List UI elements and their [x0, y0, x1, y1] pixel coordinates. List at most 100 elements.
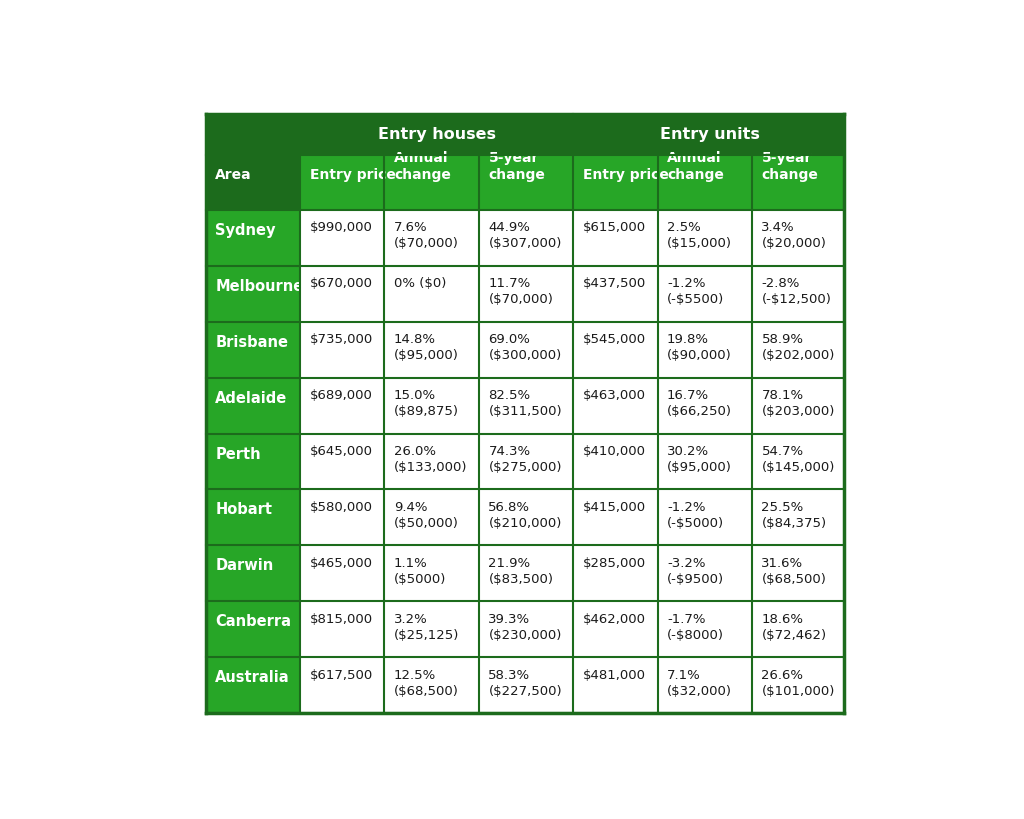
Bar [657, 322, 752, 378]
Bar [573, 545, 657, 601]
Text: 7.1%
($32,000): 7.1% ($32,000) [667, 668, 732, 698]
Bar [300, 490, 384, 545]
Bar [657, 490, 752, 545]
Text: 74.3%
($275,000): 74.3% ($275,000) [488, 445, 562, 474]
Text: Sydney: Sydney [215, 223, 275, 238]
Text: -1.7%
(-$8000): -1.7% (-$8000) [667, 613, 724, 641]
Text: Annual
change: Annual change [394, 151, 451, 183]
Bar [573, 378, 657, 433]
Bar [479, 657, 573, 713]
Bar [300, 114, 573, 155]
Bar [300, 210, 384, 266]
Text: 18.6%
($72,462): 18.6% ($72,462) [762, 613, 826, 641]
Text: -3.2%
(-$9500): -3.2% (-$9500) [667, 557, 724, 586]
Bar [206, 322, 300, 378]
Bar [752, 266, 847, 322]
Bar [300, 601, 384, 657]
Text: Entry price: Entry price [583, 169, 669, 183]
Bar [479, 322, 573, 378]
Text: $617,500: $617,500 [309, 668, 373, 681]
Text: 58.9%
($202,000): 58.9% ($202,000) [762, 333, 835, 362]
Bar [657, 601, 752, 657]
Bar [479, 378, 573, 433]
Text: $615,000: $615,000 [583, 221, 646, 234]
Text: 56.8%
($210,000): 56.8% ($210,000) [488, 501, 562, 530]
Text: 5-year
change: 5-year change [488, 151, 545, 183]
Bar [206, 657, 300, 713]
Text: $410,000: $410,000 [583, 445, 646, 458]
Bar [657, 657, 752, 713]
Bar [752, 322, 847, 378]
Bar [573, 114, 847, 155]
Bar [300, 266, 384, 322]
Bar [657, 378, 752, 433]
Text: 15.0%
($89,875): 15.0% ($89,875) [394, 389, 459, 418]
Text: 16.7%
($66,250): 16.7% ($66,250) [667, 389, 732, 418]
Text: Entry price: Entry price [309, 169, 395, 183]
Bar [657, 433, 752, 490]
Bar [752, 657, 847, 713]
Bar [752, 210, 847, 266]
Bar [479, 545, 573, 601]
Bar [206, 433, 300, 490]
Text: 1.1%
($5000): 1.1% ($5000) [394, 557, 446, 586]
Text: Area: Area [215, 169, 252, 183]
Text: 30.2%
($95,000): 30.2% ($95,000) [667, 445, 732, 474]
Bar [657, 545, 752, 601]
Text: Darwin: Darwin [215, 559, 273, 573]
Bar [479, 210, 573, 266]
Bar [384, 210, 479, 266]
Text: -2.8%
(-$12,500): -2.8% (-$12,500) [762, 277, 831, 306]
Text: Brisbane: Brisbane [215, 335, 289, 350]
Text: Perth: Perth [215, 446, 261, 462]
Text: Entry houses: Entry houses [378, 127, 496, 142]
Bar [479, 266, 573, 322]
Bar [479, 155, 573, 210]
Text: 2.5%
($15,000): 2.5% ($15,000) [667, 221, 732, 251]
Text: $481,000: $481,000 [583, 668, 646, 681]
Bar [479, 433, 573, 490]
Text: Canberra: Canberra [215, 614, 291, 629]
Bar [573, 155, 657, 210]
Bar [384, 155, 479, 210]
Text: 12.5%
($68,500): 12.5% ($68,500) [394, 668, 459, 698]
Text: 19.8%
($90,000): 19.8% ($90,000) [667, 333, 732, 362]
Bar [752, 378, 847, 433]
Text: 31.6%
($68,500): 31.6% ($68,500) [762, 557, 826, 586]
Text: $689,000: $689,000 [309, 389, 373, 402]
Text: 25.5%
($84,375): 25.5% ($84,375) [762, 501, 826, 530]
Bar [300, 545, 384, 601]
Text: 21.9%
($83,500): 21.9% ($83,500) [488, 557, 553, 586]
Bar [573, 433, 657, 490]
Bar [752, 601, 847, 657]
Bar [384, 601, 479, 657]
Text: Melbourne: Melbourne [215, 278, 303, 294]
Text: 3.2%
($25,125): 3.2% ($25,125) [394, 613, 460, 641]
Bar [300, 378, 384, 433]
Bar [384, 657, 479, 713]
Text: 69.0%
($300,000): 69.0% ($300,000) [488, 333, 561, 362]
Text: $670,000: $670,000 [309, 277, 373, 290]
Text: 14.8%
($95,000): 14.8% ($95,000) [394, 333, 459, 362]
Bar [384, 433, 479, 490]
Bar [384, 490, 479, 545]
Text: $580,000: $580,000 [309, 501, 373, 514]
Bar [752, 490, 847, 545]
Bar [206, 210, 300, 266]
Bar [206, 266, 300, 322]
Text: 26.0%
($133,000): 26.0% ($133,000) [394, 445, 467, 474]
Text: 7.6%
($70,000): 7.6% ($70,000) [394, 221, 459, 251]
Bar [573, 322, 657, 378]
Bar [479, 490, 573, 545]
Text: 0% ($0): 0% ($0) [394, 277, 446, 290]
Text: $285,000: $285,000 [583, 557, 646, 570]
Bar [479, 601, 573, 657]
Text: $735,000: $735,000 [309, 333, 373, 346]
Text: 11.7%
($70,000): 11.7% ($70,000) [488, 277, 553, 306]
Text: 82.5%
($311,500): 82.5% ($311,500) [488, 389, 562, 418]
Bar [573, 210, 657, 266]
Text: 78.1%
($203,000): 78.1% ($203,000) [762, 389, 835, 418]
Text: Adelaide: Adelaide [215, 391, 288, 405]
Text: Hobart: Hobart [215, 502, 272, 518]
Text: $465,000: $465,000 [309, 557, 373, 570]
